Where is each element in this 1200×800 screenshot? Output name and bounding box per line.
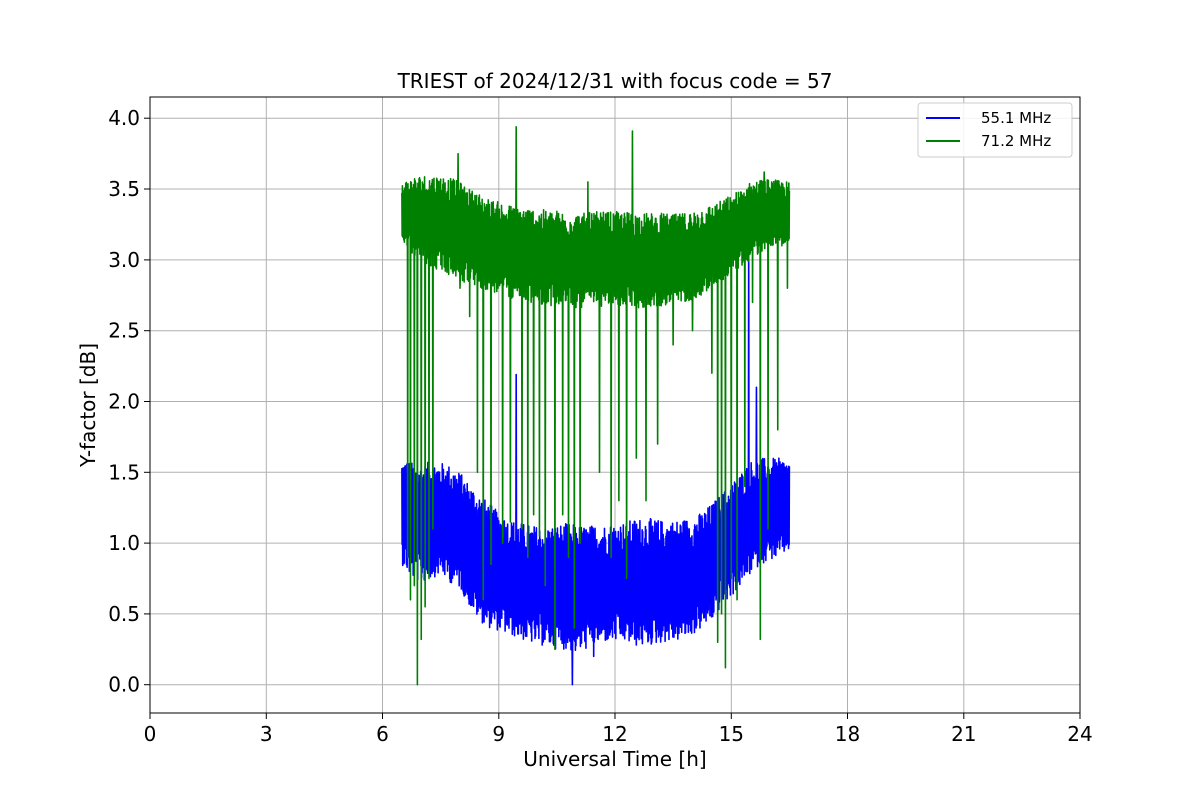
y-tick-label: 1.0 [108, 531, 140, 555]
grid-lines [149, 97, 1081, 713]
x-tick-label: 0 [144, 722, 157, 746]
y-tick-label: 2.5 [108, 319, 140, 343]
chart-title: TRIEST of 2024/12/31 with focus code = 5… [397, 69, 833, 93]
legend-label-71mhz: 71.2 MHz [981, 132, 1051, 150]
y-tick-label: 0.5 [108, 602, 140, 626]
x-tick-label: 18 [835, 722, 860, 746]
x-axis-label: Universal Time [h] [523, 747, 706, 771]
y-tick-label: 2.0 [108, 390, 140, 414]
x-tick-label: 9 [492, 722, 505, 746]
y-tick-label: 0.0 [108, 673, 140, 697]
y-tick-label: 3.5 [108, 177, 140, 201]
legend-box [917, 102, 1073, 158]
y-tick-label: 1.5 [108, 460, 140, 484]
x-tick-label: 6 [376, 722, 389, 746]
x-tick-label: 21 [951, 722, 976, 746]
x-tick-label: 15 [719, 722, 744, 746]
y-axis-label: Y-factor [dB] [76, 343, 100, 468]
y-tick-label: 3.0 [108, 248, 140, 272]
x-tick-label: 12 [602, 722, 627, 746]
series-line [401, 125, 791, 686]
legend-label-55mhz: 55.1 MHz [981, 109, 1051, 127]
series-71mhz [401, 125, 791, 686]
y-tick-label: 4.0 [108, 106, 140, 130]
x-tick-label: 3 [260, 722, 273, 746]
legend: 55.1 MHz 71.2 MHz [917, 102, 1073, 158]
x-tick-label: 24 [1067, 722, 1092, 746]
data-series [401, 125, 791, 686]
axis-ticks: 0 3 6 9 12 15 18 21 24 0.0 0.5 1.0 1.5 2.0 2.5 3.0 3.5 4.… [108, 106, 1093, 746]
